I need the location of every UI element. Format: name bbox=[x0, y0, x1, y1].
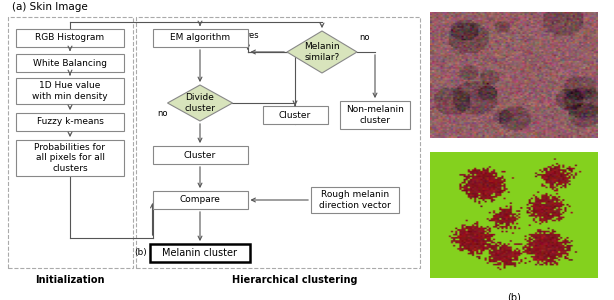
Bar bbox=[152, 191, 247, 209]
Text: Probabilities for
all pixels for all
clusters: Probabilities for all pixels for all clu… bbox=[34, 143, 106, 173]
Text: Divide
cluster: Divide cluster bbox=[184, 93, 216, 113]
Text: 1D Hue value
with min density: 1D Hue value with min density bbox=[32, 81, 108, 101]
Text: (b): (b) bbox=[134, 248, 147, 257]
Bar bbox=[150, 244, 250, 262]
Bar bbox=[16, 113, 124, 131]
Text: Cluster: Cluster bbox=[184, 151, 216, 160]
Bar bbox=[16, 29, 124, 47]
Text: Initialization: Initialization bbox=[35, 275, 105, 285]
Text: Non-melanin
cluster: Non-melanin cluster bbox=[346, 105, 404, 125]
Text: Fuzzy k-means: Fuzzy k-means bbox=[37, 118, 103, 127]
Text: Melanin
similar?: Melanin similar? bbox=[304, 42, 340, 62]
Text: Hierarchical clustering: Hierarchical clustering bbox=[232, 275, 358, 285]
Bar bbox=[311, 187, 399, 213]
Bar bbox=[263, 106, 327, 124]
Text: (a): (a) bbox=[507, 152, 521, 162]
Polygon shape bbox=[168, 85, 233, 121]
Bar bbox=[340, 101, 410, 129]
Text: Compare: Compare bbox=[179, 196, 220, 205]
Bar bbox=[8, 17, 133, 268]
Text: RGB Histogram: RGB Histogram bbox=[36, 34, 104, 43]
Bar bbox=[16, 78, 124, 104]
Bar bbox=[16, 140, 124, 176]
Text: no: no bbox=[360, 33, 370, 42]
Text: White Balancing: White Balancing bbox=[33, 58, 107, 68]
Text: EM algorithm: EM algorithm bbox=[170, 34, 230, 43]
Text: (b): (b) bbox=[507, 292, 521, 300]
Polygon shape bbox=[287, 31, 357, 73]
Text: (a) Skin Image: (a) Skin Image bbox=[12, 2, 88, 12]
Bar bbox=[16, 54, 124, 72]
Text: Melanin cluster: Melanin cluster bbox=[163, 248, 238, 258]
Bar bbox=[152, 29, 247, 47]
Text: no: no bbox=[157, 109, 167, 118]
Text: Rough melanin
direction vector: Rough melanin direction vector bbox=[319, 190, 391, 210]
Bar bbox=[136, 17, 420, 268]
Bar bbox=[152, 146, 247, 164]
Text: Cluster: Cluster bbox=[279, 110, 311, 119]
Text: yes: yes bbox=[245, 31, 259, 40]
